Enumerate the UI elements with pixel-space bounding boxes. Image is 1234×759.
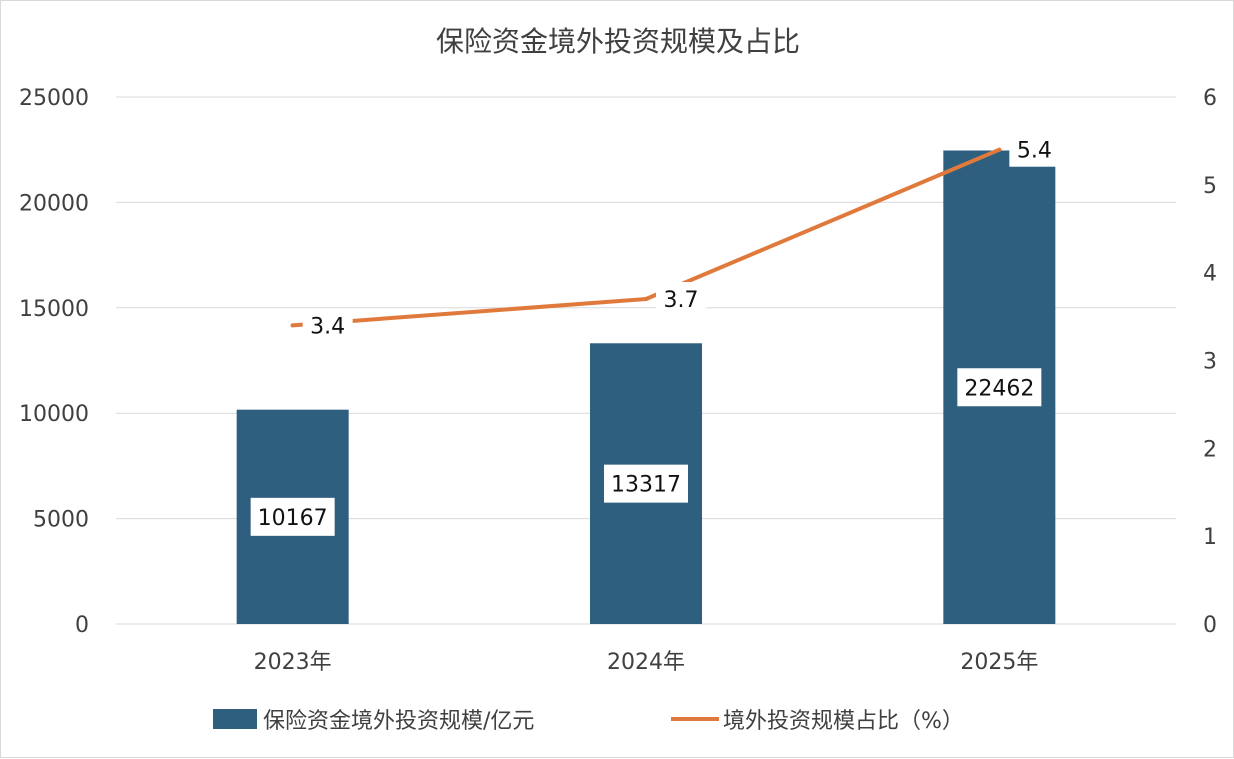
right-axis: 0 1 2 3 4 5 6 bbox=[1203, 86, 1217, 638]
category-label: 2023年 bbox=[254, 650, 332, 675]
legend-label-bar: 保险资金境外投资规模/亿元 bbox=[263, 709, 534, 734]
bar-data-label-bg bbox=[957, 368, 1042, 407]
line-data-label-bg bbox=[1009, 132, 1060, 167]
right-tick-label: 6 bbox=[1203, 86, 1217, 111]
left-tick-label: 20000 bbox=[19, 191, 89, 216]
legend-swatch-bar bbox=[213, 709, 257, 729]
right-tick-label: 4 bbox=[1203, 262, 1217, 287]
category-label: 2024年 bbox=[607, 650, 685, 675]
right-tick-label: 3 bbox=[1203, 350, 1217, 375]
bar-data-label: 13317 bbox=[611, 473, 681, 498]
legend-label-line: 境外投资规模占比（%） bbox=[723, 709, 964, 734]
left-tick-label: 10000 bbox=[19, 402, 89, 427]
line-series: 3.4 3.7 5.4 bbox=[290, 132, 1060, 343]
line-data-label-bg bbox=[302, 308, 353, 343]
bar-data-label-bg bbox=[250, 497, 335, 536]
chart-title: 保险资金境外投资规模及占比 bbox=[436, 25, 800, 58]
bar-series: 10167 13317 22462 bbox=[236, 150, 1056, 624]
line-point bbox=[644, 297, 648, 302]
right-tick-label: 2 bbox=[1203, 437, 1217, 462]
left-tick-label: 25000 bbox=[19, 86, 89, 111]
right-tick-label: 5 bbox=[1203, 174, 1217, 199]
line-data-label-bg bbox=[656, 282, 706, 317]
line-data-label: 3.4 bbox=[310, 314, 345, 339]
legend: 保险资金境外投资规模/亿元 境外投资规模占比（%） bbox=[213, 709, 964, 734]
category-label: 2025年 bbox=[960, 650, 1038, 675]
line-point bbox=[290, 323, 295, 328]
bar-data-label-bg bbox=[604, 464, 688, 503]
right-tick-label: 0 bbox=[1203, 613, 1217, 638]
bar-data-label: 22462 bbox=[964, 376, 1034, 401]
left-tick-label: 5000 bbox=[33, 508, 89, 533]
left-tick-label: 0 bbox=[75, 613, 89, 638]
category-axis: 2023年 2024年 2025年 bbox=[254, 650, 1039, 675]
line-data-label: 3.7 bbox=[664, 288, 699, 313]
right-tick-label: 1 bbox=[1203, 525, 1217, 550]
left-tick-label: 15000 bbox=[19, 297, 89, 322]
line-data-label: 5.4 bbox=[1017, 139, 1052, 164]
line-point bbox=[997, 147, 1002, 152]
left-axis: 0 5000 10000 15000 20000 25000 bbox=[19, 86, 89, 638]
bar-data-label: 10167 bbox=[258, 506, 328, 531]
